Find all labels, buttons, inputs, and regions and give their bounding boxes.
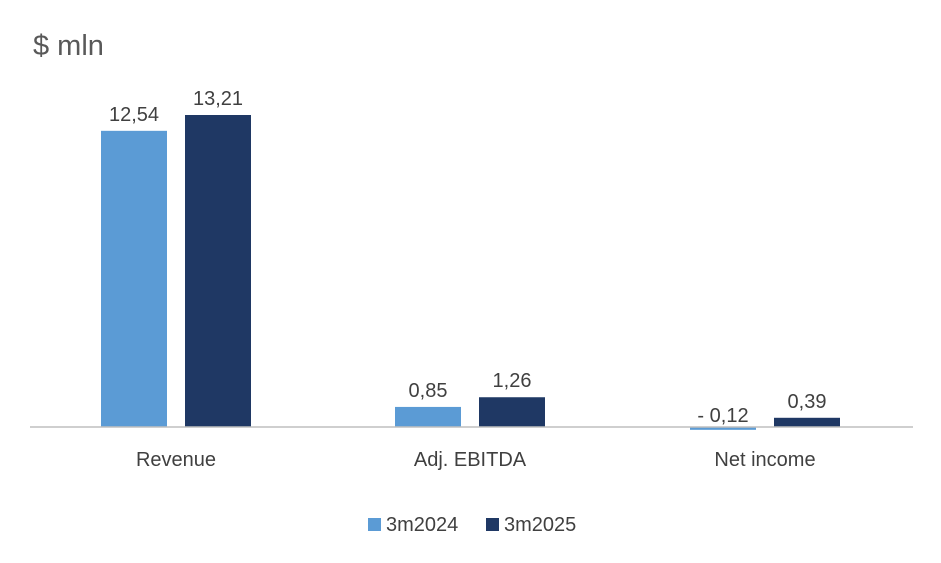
legend: 3m2024 3m2025	[368, 514, 576, 536]
legend-label: 3m2025	[504, 514, 576, 536]
category-labels: Revenue Adj. EBITDA Net income	[136, 449, 816, 471]
legend-label: 3m2024	[386, 514, 458, 536]
bar-3m2024-revenue	[101, 130, 167, 427]
bar-3m2024-adj-ebitda	[395, 406, 461, 427]
data-label: 0,85	[409, 380, 448, 402]
bar-3m2024-net-income	[690, 427, 756, 430]
legend-swatch	[486, 518, 499, 531]
bars-group: 12,54 13,21 0,85 1,26 - 0,12 0,39	[101, 88, 840, 430]
chart-title: $ mln	[33, 30, 104, 62]
bar-3m2025-revenue	[185, 115, 251, 427]
bar-3m2025-adj-ebitda	[479, 397, 545, 427]
bar-3m2025-net-income	[774, 417, 840, 427]
category-label: Net income	[714, 449, 815, 471]
data-label: 1,26	[493, 370, 532, 392]
category-label: Revenue	[136, 449, 216, 471]
data-label: 13,21	[193, 88, 243, 110]
data-label: 0,39	[788, 391, 827, 413]
data-label: - 0,12	[697, 405, 748, 427]
data-label: 12,54	[109, 104, 159, 126]
category-label: Adj. EBITDA	[414, 449, 527, 471]
legend-swatch	[368, 518, 381, 531]
